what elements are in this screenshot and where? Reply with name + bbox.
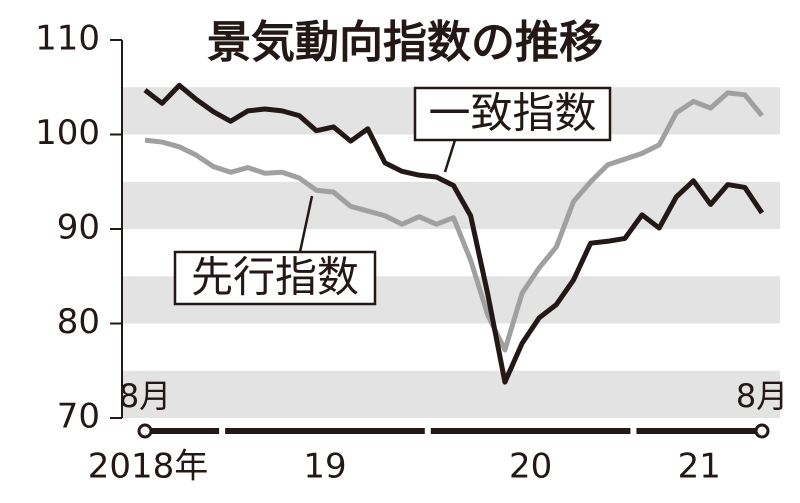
legend-box [413,86,612,142]
y-tick-label: 70 [57,397,100,437]
y-tick-label: 90 [57,208,100,248]
x-tick-label: 8月 [119,377,171,415]
y-tick-label: 110 [35,19,100,59]
chart-title: 景気動向指数の推移 [207,17,603,68]
year-label: 19 [303,447,346,487]
band [122,370,780,418]
year-label: 20 [509,447,552,487]
y-tick-label: 100 [35,113,100,153]
x-tick-label: 8月 [736,377,788,415]
series-line [143,82,765,385]
legend-box [173,250,377,306]
year-label: 2018年 [88,447,209,487]
y-tick-label: 80 [57,302,100,342]
legend-label: 先行指数 [191,253,359,302]
series-line [144,90,764,353]
legend-label: 一致指数 [428,89,596,138]
callout-pointer [298,195,314,253]
timeline-end [137,423,153,439]
callout-pointer [443,139,457,173]
timeline-end [754,423,770,439]
year-label: 21 [678,447,721,487]
